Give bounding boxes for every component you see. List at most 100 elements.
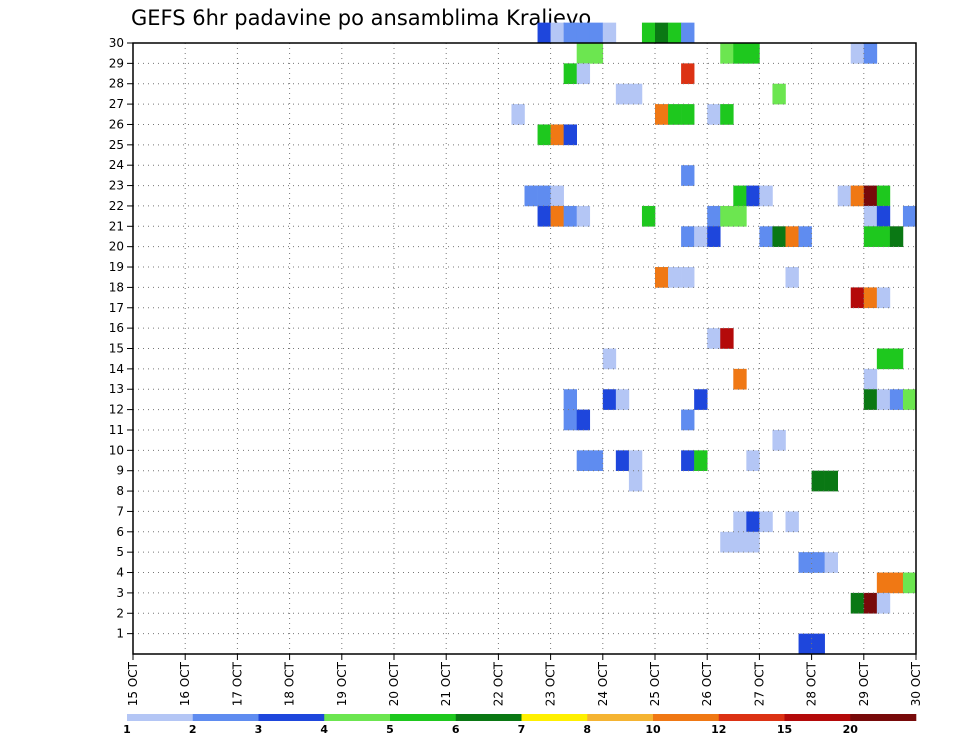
precip-cell [798, 552, 812, 573]
y-tick-label: 18 [109, 280, 124, 294]
y-tick-label: 6 [116, 525, 124, 539]
precip-cell [746, 185, 760, 207]
precip-cell [798, 633, 812, 655]
precip-cell [902, 572, 917, 594]
precip-cell [550, 205, 564, 227]
legend-swatch [192, 714, 259, 721]
precip-cell [707, 104, 721, 125]
precip-cell [628, 450, 643, 471]
precip-cell [837, 185, 852, 207]
precip-cell [824, 470, 838, 492]
y-tick-label: 16 [109, 321, 124, 335]
precip-cell [537, 185, 551, 207]
legend-swatch [521, 714, 588, 721]
precip-cell [563, 124, 577, 146]
precip-cell [655, 267, 669, 288]
precip-cell [641, 205, 656, 227]
precip-cell [876, 205, 891, 227]
chart-title: GEFS 6hr padavine po ansamblima Kraljevo [131, 6, 592, 30]
precip-cell [576, 63, 591, 85]
precip-cell [863, 43, 878, 64]
precip-cell [589, 450, 604, 471]
precip-cell [537, 205, 551, 227]
precip-cell [863, 368, 878, 390]
precip-cell [759, 226, 773, 247]
precip-cell [876, 592, 891, 614]
x-tick-label: 25 OCT [648, 661, 662, 706]
y-tick-label: 19 [109, 260, 124, 274]
precip-cell [772, 226, 786, 247]
x-tick-label: 17 OCT [230, 661, 244, 706]
y-tick-label: 2 [116, 606, 124, 620]
precip-cell [550, 22, 564, 44]
precip-cell [863, 592, 878, 614]
precip-cell [668, 22, 682, 44]
precip-cell [863, 389, 878, 410]
y-tick-label: 20 [109, 240, 124, 254]
precip-cell [720, 43, 734, 64]
y-tick-label: 23 [109, 179, 124, 193]
precip-cell [628, 83, 643, 105]
legend-label: 6 [452, 723, 460, 736]
y-tick-label: 9 [116, 464, 124, 478]
y-tick-label: 25 [109, 138, 124, 152]
legend-swatch [390, 714, 457, 721]
precip-cell [876, 572, 891, 594]
precip-cell [720, 531, 734, 553]
precip-cell [746, 43, 760, 64]
y-tick-label: 26 [109, 117, 124, 131]
precip-cell [811, 470, 825, 492]
x-tick-label: 19 OCT [335, 661, 349, 706]
precip-cell [576, 450, 591, 471]
precip-cell [681, 165, 695, 186]
x-tick-label: 20 OCT [387, 661, 401, 706]
precip-cell [589, 43, 604, 64]
precip-cell [550, 124, 564, 146]
legend-label: 7 [518, 723, 526, 736]
legend-label: 1 [123, 723, 131, 736]
precip-cell [785, 226, 799, 247]
y-tick-label: 17 [109, 301, 124, 315]
y-tick-label: 8 [116, 484, 124, 498]
precip-cell [576, 205, 591, 227]
legend-label: 2 [189, 723, 197, 736]
precip-cell [876, 226, 891, 247]
precip-cell [655, 22, 669, 44]
legend-label: 3 [255, 723, 263, 736]
precip-cell [876, 185, 891, 207]
legend-swatch [718, 714, 785, 721]
precip-cell [576, 43, 591, 64]
precip-cell [772, 83, 786, 105]
precip-cell [863, 205, 878, 227]
legend-swatch [653, 714, 720, 721]
precip-cell [615, 83, 630, 105]
precip-cell [707, 328, 721, 349]
x-tick-label: 29 OCT [857, 661, 871, 706]
precip-cell [655, 104, 669, 125]
precip-cell [563, 409, 577, 431]
precip-cell [681, 409, 695, 431]
y-axis: 1234567891011121314151617181920212223242… [109, 36, 133, 641]
legend-label: 15 [777, 723, 792, 736]
precip-cell [811, 633, 825, 655]
x-tick-label: 22 OCT [491, 661, 505, 706]
precip-cell [563, 205, 577, 227]
legend-swatch [324, 714, 391, 721]
precip-cell [811, 552, 825, 573]
legend-swatch [127, 714, 194, 721]
precip-cell [694, 450, 708, 471]
precip-cell [785, 267, 799, 288]
precip-cell [850, 287, 865, 309]
color-legend: 1 2 3 4 5 6 7 8 10 12 15 20 [123, 714, 917, 736]
precip-cell [511, 104, 525, 125]
y-tick-label: 3 [116, 586, 124, 600]
x-tick-label: 16 OCT [178, 661, 192, 706]
legend-swatch [850, 714, 917, 721]
precip-cell [746, 450, 760, 471]
x-tick-label: 18 OCT [283, 661, 297, 706]
precip-cell [628, 470, 643, 492]
y-tick-label: 14 [109, 362, 124, 376]
legend-swatch [784, 714, 851, 721]
precip-cell [563, 63, 577, 85]
